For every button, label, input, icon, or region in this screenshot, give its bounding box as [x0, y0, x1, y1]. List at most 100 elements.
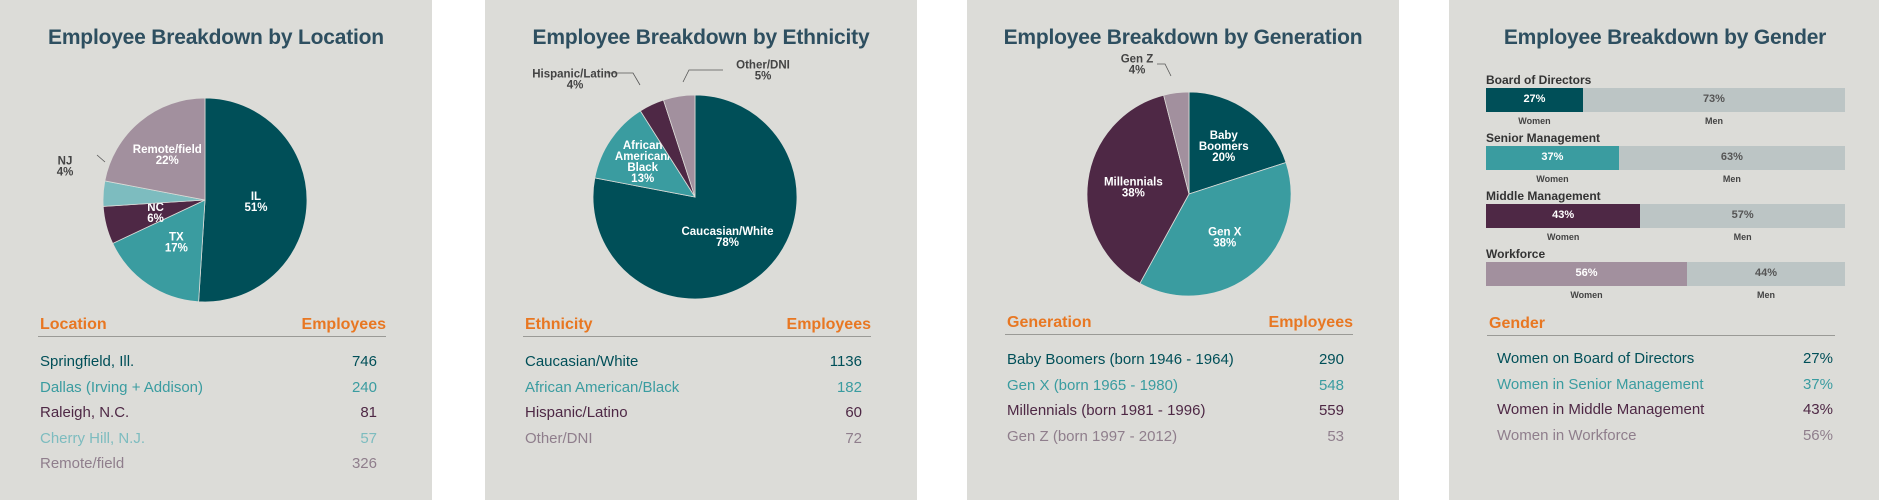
table-row: African American/Black 182: [525, 379, 862, 401]
row-value: 326: [351, 455, 377, 472]
row-value: 81: [360, 404, 377, 421]
panel-ethnicity: Employee Breakdown by Ethnicity Caucasia…: [485, 0, 917, 500]
row-label: Women on Board of Directors: [1497, 350, 1695, 367]
series-label-women: Women: [1518, 116, 1551, 126]
header-label: Location: [40, 316, 107, 333]
data-label-women: 56%: [1575, 267, 1598, 279]
bar-track-board-of-directors: 27% 73%: [1486, 88, 1845, 112]
slice-label-caucasian-white: Caucasian/White: [681, 226, 773, 238]
data-label-il: 51%: [244, 202, 267, 214]
slice-label-baby-boomers: Boomers: [1199, 141, 1249, 153]
table-row: Millennials (born 1981 - 1996) 559: [1007, 402, 1344, 424]
pie-slice-gen-x: [1139, 161, 1292, 297]
table-row: Baby Boomers (born 1946 - 1964) 290: [1007, 351, 1344, 373]
row-value: 37%: [1802, 375, 1833, 393]
series-label-men: Men: [1722, 174, 1741, 184]
series-label-men: Men: [1757, 290, 1775, 300]
row-value: 56%: [1802, 426, 1833, 444]
data-label-african-american-black: 13%: [631, 173, 654, 185]
table-row: Caucasian/White 1136: [525, 353, 862, 375]
pie-slice-millennials: [1086, 94, 1190, 284]
table-row: Dallas (Irving + Addison) 240: [40, 379, 377, 401]
table-row: Gen X (born 1965 - 1980) 548: [1007, 377, 1344, 399]
row-value: 182: [836, 378, 862, 396]
table-row: Women on Board of Directors 27%: [1497, 350, 1833, 372]
series-label-women: Women: [1570, 290, 1603, 300]
row-label: Springfield, Ill.: [40, 353, 135, 370]
row-value: 57: [360, 429, 377, 447]
table-row: Raleigh, N.C. 81: [40, 404, 377, 426]
row-value: 43%: [1802, 401, 1833, 418]
data-label-men: 63%: [1720, 151, 1743, 163]
row-value: 290: [1318, 351, 1344, 368]
pie-slice-baby-boomers: [1188, 91, 1287, 195]
header-employees: Employees: [301, 316, 386, 333]
row-label: Women in Middle Management: [1497, 401, 1705, 418]
table-row: Gen Z (born 1997 - 2012) 53: [1007, 428, 1344, 450]
slice-label-other-dni: Other/DNI: [736, 60, 790, 72]
slice-label-african-american-black: African: [623, 140, 663, 152]
table-row: Remote/field 326: [40, 455, 377, 477]
row-value: 53: [1327, 427, 1344, 445]
slice-label-african-american-black: American/: [615, 151, 671, 163]
row-label: Other/DNI: [525, 429, 593, 447]
series-label-women: Women: [1536, 174, 1569, 184]
row-label: Women in Senior Management: [1497, 375, 1704, 393]
data-label-men: 73%: [1702, 93, 1725, 105]
bar-women-middle-management: [1486, 204, 1641, 228]
header-label: Ethnicity: [525, 316, 593, 333]
series-label-men: Men: [1704, 116, 1723, 126]
table-row: Women in Workforce 56%: [1497, 427, 1833, 449]
data-label-baby-boomers: 20%: [1212, 152, 1235, 164]
panel-location: Employee Breakdown by Location IL 51% TX 17…: [0, 0, 432, 500]
data-label-caucasian-white: 78%: [716, 237, 739, 249]
slice-label-african-american-black: Black: [627, 162, 658, 174]
row-label: Dallas (Irving + Addison): [40, 378, 203, 396]
table-row: Springfield, Ill. 746: [40, 353, 377, 375]
row-label: Remote/field: [40, 455, 125, 472]
row-label: Gen Z (born 1997 - 2012): [1007, 427, 1178, 445]
table-header: Location Employees: [38, 312, 386, 337]
series-label-men: Men: [1733, 232, 1752, 242]
row-label: African American/Black: [525, 378, 680, 396]
bar-category-board-of-directors: Board of Directors: [1486, 73, 1592, 87]
row-label: Hispanic/Latino: [525, 404, 628, 421]
leader-line-gen-z: [1157, 63, 1172, 77]
data-label-men: 44%: [1754, 267, 1778, 279]
row-label: Cherry Hill, N.J.: [40, 429, 146, 447]
pie-slice-remote-field: [104, 97, 206, 201]
slice-label-remote-field: Remote/field: [133, 144, 202, 156]
bar-category-senior-management: Senior Management: [1486, 131, 1601, 145]
table-row: Hispanic/Latino 60: [525, 404, 862, 426]
pie-slice-il: [198, 97, 308, 303]
slice-label-gen-x: Gen X: [1208, 227, 1242, 239]
bar-track-middle-management: 43% 57%: [1486, 204, 1845, 228]
data-label-women: 43%: [1552, 209, 1575, 221]
data-label-gen-z: 4%: [1129, 65, 1146, 77]
bar-track-workforce: 56% 44%: [1486, 262, 1845, 286]
table-header: Gender: [1487, 311, 1835, 336]
pie-slice-tx: [112, 199, 206, 303]
data-label-women: 37%: [1541, 151, 1564, 163]
row-label: Millennials (born 1981 - 1996): [1007, 402, 1206, 419]
row-value: 60: [845, 404, 862, 421]
data-label-men: 57%: [1731, 209, 1754, 221]
slice-label-il: IL: [251, 191, 261, 203]
chart-title: Employee Breakdown by Ethnicity: [532, 26, 870, 49]
row-label: Gen X (born 1965 - 1980): [1007, 376, 1178, 394]
table-header: Generation Employees: [1005, 310, 1353, 335]
table-row: Other/DNI 72: [525, 430, 862, 452]
slice-label-gen-z: Gen Z: [1121, 54, 1154, 66]
row-label: Raleigh, N.C.: [40, 404, 130, 421]
panel-generation: Employee Breakdown by Generation Baby Boo…: [967, 0, 1399, 500]
row-label: Baby Boomers (born 1946 - 1964): [1007, 351, 1234, 368]
slice-label-tx: TX: [169, 232, 184, 244]
slice-label-nc: NC: [147, 202, 164, 214]
table-row: Cherry Hill, N.J. 57: [40, 430, 377, 452]
row-value: 548: [1318, 376, 1344, 394]
bar-women-workforce: [1486, 262, 1688, 286]
table-row: Women in Middle Management 43%: [1497, 401, 1833, 423]
row-value: 746: [351, 353, 377, 370]
